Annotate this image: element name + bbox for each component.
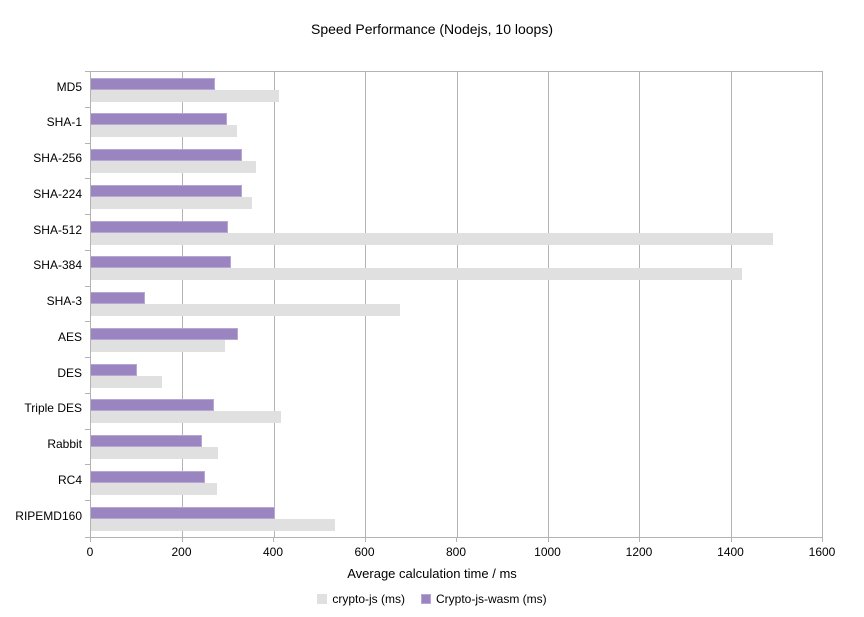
x-tick-label: 800 [445,545,467,559]
x-tick [181,538,183,542]
plot-area [90,71,823,538]
category-label: DES [57,365,82,380]
x-tick [364,538,366,542]
y-tick [85,464,90,466]
y-tick [85,249,90,251]
x-tick-label: 600 [354,545,375,559]
x-tick-label: 200 [171,545,192,559]
bar-crypto-js [91,161,257,174]
bar-crypto-js-wasm [91,256,232,269]
y-tick [85,106,90,108]
x-tick [547,538,549,542]
y-tick [85,142,90,144]
bar-crypto-js [91,268,743,281]
bar-crypto-js-wasm [91,77,216,90]
category-label: AES [57,329,82,344]
bar-crypto-js [91,518,336,531]
category-label: SHA-512 [33,222,82,237]
legend-label-crypto-js-wasm: Crypto-js-wasm (ms) [436,592,547,606]
category-label: SHA-256 [33,151,82,166]
x-tick-label: 1200 [625,545,653,559]
y-tick [85,214,90,216]
chart-title: Speed Performance (Nodejs, 10 loops) [310,21,554,37]
y-tick [85,321,90,323]
bar-crypto-js-wasm [91,399,214,412]
bar-crypto-js [91,411,282,424]
y-tick [85,428,90,430]
legend-item-crypto-js-wasm: Crypto-js-wasm (ms) [421,592,547,606]
y-tick [85,392,90,394]
legend-swatch-crypto-js [317,594,328,604]
gridline [639,72,641,537]
y-tick [85,537,90,538]
bar-crypto-js [91,232,773,245]
x-tick [273,538,274,542]
legend-label-crypto-js: crypto-js (ms) [332,592,405,606]
category-label: RIPEMD160 [15,508,82,523]
bar-crypto-js-wasm [91,149,243,162]
gridline [547,72,549,537]
bar-crypto-js-wasm [91,292,146,305]
bar-crypto-js [91,89,280,102]
bar-crypto-js-wasm [91,327,239,340]
bar-crypto-js [91,125,238,138]
bar-crypto-js [91,339,225,352]
x-tick-label: 1000 [534,545,561,559]
category-label: SHA-384 [33,258,82,273]
y-tick [85,357,90,359]
category-label: SHA-1 [46,115,82,130]
y-tick [85,178,90,180]
bar-crypto-js [91,196,253,209]
bar-crypto-js-wasm [91,363,137,376]
bar-crypto-js-wasm [91,470,206,483]
legend-swatch-crypto-js-wasm [421,594,431,604]
x-tick-label: 1600 [808,545,836,559]
gridline [730,72,732,537]
y-tick [85,500,90,502]
x-tick [456,538,457,542]
bar-crypto-js-wasm [91,113,227,126]
category-label: MD5 [56,79,82,94]
category-label: RC4 [57,472,82,487]
x-tick-label: 400 [262,545,284,559]
bar-crypto-js-wasm [91,184,243,197]
x-tick [730,538,732,542]
x-tick [639,538,640,542]
x-tick-label: 1400 [717,545,744,559]
category-label: Triple DES [24,401,82,416]
legend: crypto-js (ms) Crypto-js-wasm (ms) [0,592,864,606]
bar-crypto-js-wasm [91,506,275,519]
x-tick [90,538,91,542]
category-label: SHA-224 [33,186,82,201]
category-label: Rabbit [47,437,82,452]
bar-crypto-js-wasm [91,435,203,448]
y-tick [85,285,90,287]
y-tick [85,71,90,72]
bar-crypto-js-wasm [91,220,228,233]
x-tick [822,538,823,542]
x-tick-label: 0 [86,545,94,559]
bar-crypto-js [91,304,400,317]
bar-crypto-js [91,482,217,495]
bar-crypto-js [91,375,162,388]
gridline [456,72,458,537]
category-label: SHA-3 [46,294,82,309]
legend-item-crypto-js: crypto-js (ms) [317,592,405,606]
bar-crypto-js [91,447,218,460]
x-axis-title: Average calculation time / ms [347,566,517,581]
